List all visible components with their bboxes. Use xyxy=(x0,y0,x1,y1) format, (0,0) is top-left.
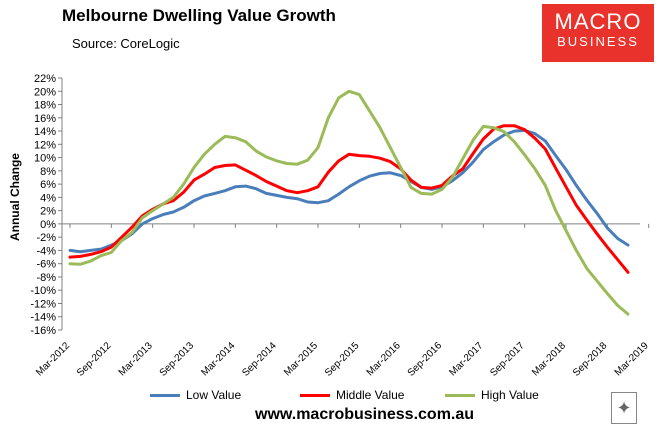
website-url: www.macrobusiness.com.au xyxy=(255,406,475,423)
x-tick-label: Sep-2014 xyxy=(240,340,279,379)
y-tick-label: -4% xyxy=(36,245,56,257)
y-tick-label: 8% xyxy=(40,166,56,178)
x-tick-label: Mar-2015 xyxy=(282,340,320,378)
y-tick-label: -2% xyxy=(36,232,56,244)
y-tick-label: 10% xyxy=(34,153,56,165)
x-tick-label: Sep-2018 xyxy=(571,340,610,379)
y-tick-label: 16% xyxy=(34,113,56,125)
fox-emblem-icon: ✦ xyxy=(611,392,637,424)
y-tick-label: -8% xyxy=(36,272,56,284)
y-tick-label: 6% xyxy=(40,179,56,191)
chart-title: Melbourne Dwelling Value Growth xyxy=(62,6,336,25)
y-tick-label: 4% xyxy=(40,192,56,204)
series-line-middle-value xyxy=(68,124,630,274)
chart-source: Source: CoreLogic xyxy=(72,36,180,51)
y-tick-label: -16% xyxy=(30,325,56,337)
x-tick-label: Mar-2018 xyxy=(530,340,568,378)
legend-label: High Value xyxy=(481,388,539,402)
legend-swatch xyxy=(445,393,475,397)
y-tick-label: 18% xyxy=(34,100,56,112)
legend-swatch xyxy=(150,393,180,397)
y-tick-label: 12% xyxy=(34,139,56,151)
y-tick-label: -14% xyxy=(30,312,56,324)
y-tick-label: -10% xyxy=(30,285,56,297)
legend-label: Low Value xyxy=(186,388,242,402)
legend-label: Middle Value xyxy=(336,388,405,402)
y-tick-label: 2% xyxy=(40,206,56,218)
x-tick-label: Mar-2016 xyxy=(365,340,403,378)
x-tick-label: Sep-2017 xyxy=(488,340,527,379)
logo-line2: BUSINESS xyxy=(557,34,639,49)
logo-line1: MACRO xyxy=(554,9,642,34)
series-line-low-value xyxy=(68,128,630,254)
chart-axes: 22%20% 18%16%14%12% 10%8%6%4% 2%0%-2%-4% -6%… xyxy=(30,73,651,379)
legend-item: High Value xyxy=(445,388,539,402)
y-tick-label: 20% xyxy=(34,86,56,98)
chart-series xyxy=(68,89,630,316)
x-tick-label: Mar-2013 xyxy=(117,340,155,378)
x-tick-label: Sep-2015 xyxy=(323,340,362,379)
y-tick-label: 14% xyxy=(34,126,56,138)
y-tick-label: 0% xyxy=(40,219,56,231)
series-line-high-value xyxy=(68,89,630,316)
x-tick-label: Mar-2017 xyxy=(447,340,485,378)
x-tick-label: Sep-2012 xyxy=(75,340,114,379)
y-tick-label: -6% xyxy=(36,259,56,271)
x-tick-label: Mar-2019 xyxy=(613,340,651,378)
legend-item: Low Value xyxy=(150,388,241,402)
legend-swatch xyxy=(300,393,330,397)
y-tick-label: 22% xyxy=(34,73,56,85)
legend-item: Middle Value xyxy=(300,388,404,402)
macrobusiness-logo: MACRO BUSINESS xyxy=(542,4,654,62)
x-tick-label: Mar-2014 xyxy=(199,340,237,378)
x-tick-label: Sep-2016 xyxy=(406,340,445,379)
x-tick-label: Sep-2013 xyxy=(158,340,197,379)
x-tick-label: Mar-2012 xyxy=(34,340,72,378)
y-tick-label: -12% xyxy=(30,298,56,310)
